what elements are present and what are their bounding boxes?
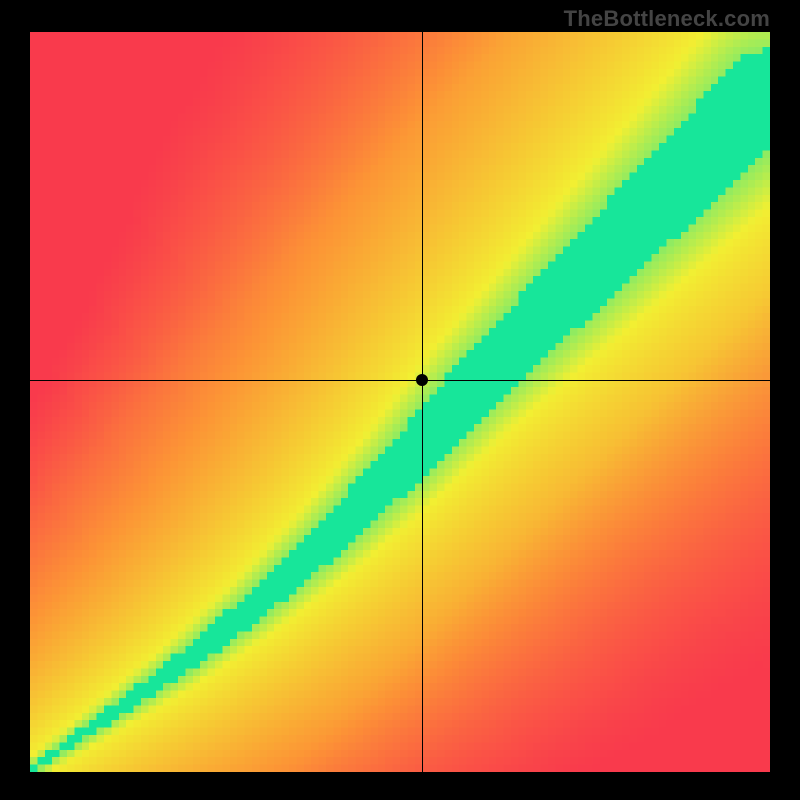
watermark-text: TheBottleneck.com: [564, 6, 770, 32]
crosshair-marker: [416, 374, 428, 386]
crosshair-horizontal: [30, 380, 770, 381]
heatmap-canvas: [30, 32, 770, 772]
plot-area: [30, 32, 770, 772]
crosshair-vertical: [422, 32, 423, 772]
chart-container: TheBottleneck.com: [0, 0, 800, 800]
